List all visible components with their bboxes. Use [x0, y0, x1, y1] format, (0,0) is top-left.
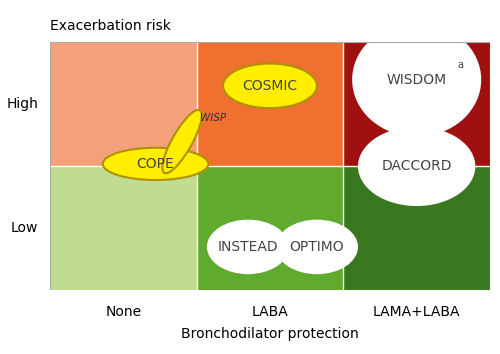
Ellipse shape	[162, 110, 202, 173]
Text: None: None	[106, 305, 142, 319]
Ellipse shape	[352, 23, 481, 137]
Bar	[344, 42, 490, 166]
Ellipse shape	[207, 219, 289, 274]
Bar	[50, 166, 197, 290]
Text: WISDOM: WISDOM	[386, 73, 446, 87]
Text: LAMA+LABA: LAMA+LABA	[373, 305, 460, 319]
Text: COPE: COPE	[136, 157, 174, 171]
Text: Low: Low	[11, 221, 38, 235]
Bar	[50, 42, 197, 166]
Ellipse shape	[358, 127, 476, 206]
Text: WISP: WISP	[200, 113, 226, 123]
Text: DACCORD: DACCORD	[382, 159, 452, 173]
Text: LABA: LABA	[252, 305, 288, 319]
Ellipse shape	[276, 219, 358, 274]
Bar	[344, 166, 490, 290]
Text: COSMIC: COSMIC	[242, 79, 298, 93]
Text: OPTIMO: OPTIMO	[290, 240, 344, 254]
Text: Exacerbation risk: Exacerbation risk	[50, 18, 171, 33]
Text: INSTEAD: INSTEAD	[218, 240, 278, 254]
Ellipse shape	[223, 64, 317, 108]
Ellipse shape	[103, 148, 208, 180]
Bar	[196, 166, 344, 290]
Bar	[196, 42, 344, 166]
Text: Bronchodilator protection: Bronchodilator protection	[181, 327, 359, 342]
Text: High: High	[6, 97, 38, 112]
Text: a: a	[458, 60, 464, 70]
